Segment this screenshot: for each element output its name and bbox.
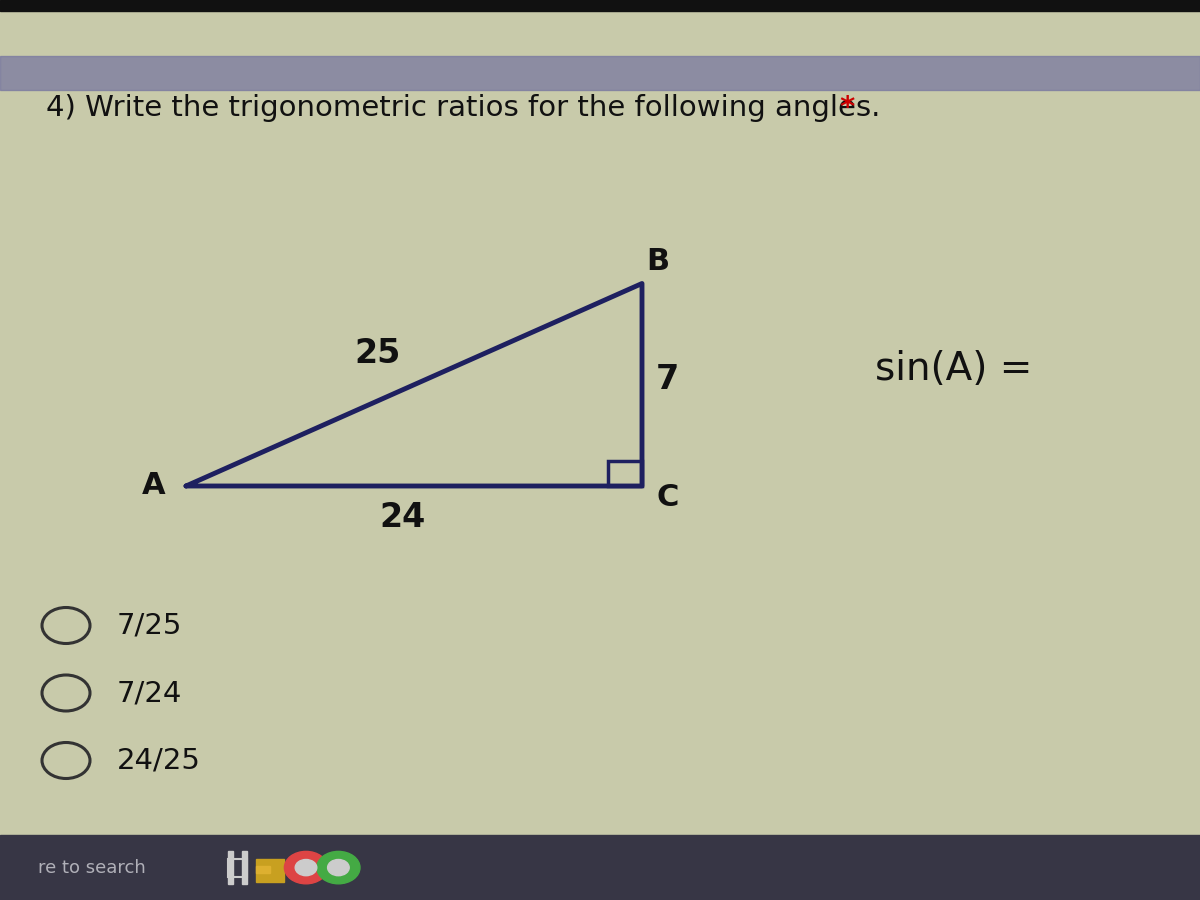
- FancyBboxPatch shape: [256, 866, 270, 873]
- Bar: [608, 461, 642, 486]
- Text: 25: 25: [355, 338, 401, 370]
- Bar: [0, 835, 1200, 900]
- Text: C: C: [656, 483, 678, 512]
- Bar: [242, 851, 247, 884]
- Text: 4) Write the trigonometric ratios for the following angles.: 4) Write the trigonometric ratios for th…: [46, 94, 880, 122]
- Text: 7/25: 7/25: [116, 611, 181, 640]
- Text: 24: 24: [379, 501, 425, 534]
- Circle shape: [317, 851, 360, 884]
- Bar: [0, 56, 1200, 90]
- Text: sin(A) =: sin(A) =: [875, 350, 1033, 388]
- Circle shape: [284, 851, 328, 884]
- Text: A: A: [142, 472, 166, 500]
- Text: 24/25: 24/25: [116, 746, 200, 775]
- FancyBboxPatch shape: [256, 859, 284, 882]
- Text: B: B: [646, 247, 670, 275]
- Bar: [0, 0, 1200, 11]
- Text: 7: 7: [655, 364, 679, 396]
- Text: 7/24: 7/24: [116, 679, 181, 707]
- Bar: [228, 851, 233, 884]
- Text: *: *: [830, 94, 856, 122]
- Circle shape: [295, 860, 317, 876]
- Text: re to search: re to search: [38, 859, 146, 877]
- Bar: [228, 859, 247, 877]
- Circle shape: [328, 860, 349, 876]
